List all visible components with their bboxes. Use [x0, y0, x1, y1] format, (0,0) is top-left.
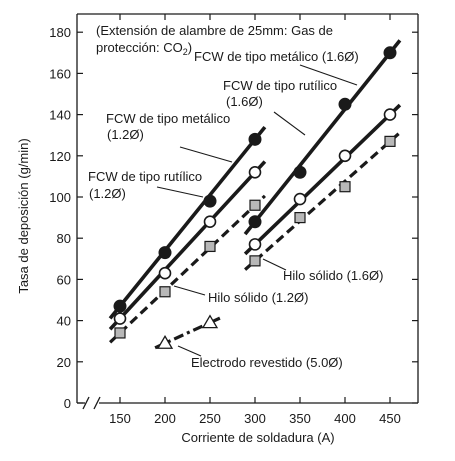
- data-point: [159, 286, 171, 298]
- y-tick-label: 40: [57, 314, 71, 329]
- series-line-4: [243, 39, 402, 236]
- data-point: [339, 181, 351, 193]
- data-point: [383, 108, 397, 121]
- series-line-5: [243, 103, 402, 256]
- leader-line-5: [273, 111, 306, 136]
- series-label-7: Electrodo revestido (5.0Ø): [191, 355, 343, 370]
- y-tick-label: 20: [57, 355, 71, 370]
- series-line-1: [108, 125, 267, 320]
- y-tick-label: 140: [49, 108, 71, 123]
- x-tick-label: 250: [199, 411, 221, 426]
- series-lines: [108, 39, 402, 350]
- data-point: [203, 194, 217, 208]
- y-tick-label: 120: [49, 149, 71, 164]
- data-point: [158, 246, 172, 260]
- condition-note-line1: (Extensión de alambre de 25mm: Gas de: [96, 23, 333, 38]
- condition-note-line2: protección: CO2): [96, 40, 192, 57]
- axis-break-mark: [82, 396, 90, 410]
- series-label-5: FCW de tipo rutílico: [223, 78, 337, 93]
- data-point: [384, 135, 396, 147]
- data-point: [248, 132, 262, 146]
- series-label-2: FCW de tipo rutílico: [88, 169, 202, 184]
- data-point: [156, 334, 174, 349]
- series-label-6: Hilo sólido (1.6Ø): [283, 268, 383, 283]
- axis-break-mark: [93, 396, 101, 410]
- data-point: [249, 255, 261, 267]
- x-axis-title: Corriente de soldadura (A): [181, 430, 334, 445]
- y-tick-label: 160: [49, 66, 71, 81]
- x-tick-label: 300: [244, 411, 266, 426]
- x-tick-label: 150: [109, 411, 131, 426]
- y-axis-title: Tasa de deposición (g/min): [16, 138, 31, 293]
- data-point: [158, 266, 172, 280]
- y-tick-label: 80: [57, 231, 71, 246]
- data-point: [201, 314, 219, 329]
- leader-line-6: [262, 258, 287, 271]
- data-point: [338, 97, 352, 111]
- data-point: [113, 312, 127, 325]
- y-tick-label: 60: [57, 272, 71, 287]
- data-point: [293, 165, 307, 179]
- data-point: [114, 327, 126, 339]
- series-line-3: [109, 194, 266, 344]
- series-label-2: (1.2Ø): [89, 186, 126, 201]
- leader-line-7: [177, 345, 202, 357]
- data-point: [249, 199, 261, 211]
- chart-text: Tasa de deposición (g/min) Corriente de …: [16, 23, 401, 445]
- series-line-2: [108, 160, 267, 331]
- series-label-1: (1.2Ø): [107, 127, 144, 142]
- x-tick-label: 200: [154, 411, 176, 426]
- data-point: [338, 149, 352, 163]
- x-tick-label: 400: [334, 411, 356, 426]
- data-point: [294, 212, 306, 224]
- series-markers: [113, 46, 397, 349]
- data-point: [293, 192, 307, 206]
- series-line-7: [154, 316, 221, 350]
- data-point: [204, 240, 216, 253]
- series-label-3: Hilo sólido (1.2Ø): [208, 290, 308, 305]
- data-point: [203, 215, 217, 229]
- leader-line-3: [173, 285, 206, 296]
- x-tick-label: 450: [379, 411, 401, 426]
- y-tick-label: 100: [49, 190, 71, 205]
- data-point: [383, 46, 397, 60]
- data-point: [113, 299, 127, 313]
- series-label-4: FCW de tipo metálico (1.6Ø): [194, 49, 359, 64]
- data-point: [248, 238, 262, 251]
- leader-line-2: [156, 186, 204, 198]
- series-label-5: (1.6Ø): [226, 94, 263, 109]
- series-line-6: [244, 131, 401, 271]
- y-tick-label: 180: [49, 25, 71, 40]
- series-label-1: FCW de tipo metálico: [106, 111, 230, 126]
- data-point: [248, 165, 262, 179]
- axes: [76, 13, 419, 410]
- y-tick-label: 0: [64, 396, 71, 411]
- leader-line-4: [299, 64, 358, 86]
- leader-line-1: [179, 146, 233, 163]
- x-tick-label: 350: [289, 411, 311, 426]
- data-point: [248, 215, 262, 229]
